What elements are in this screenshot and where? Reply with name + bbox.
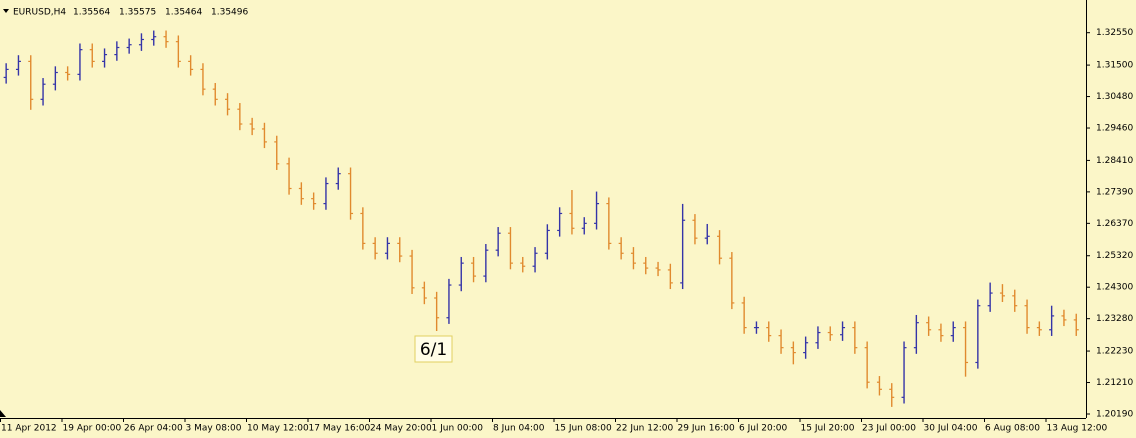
quote: 1.35564 1.35575 1.35464 1.35496 [73,8,248,18]
y-tick-label: 1.27390 [1096,187,1133,197]
y-tick-label: 1.20190 [1096,409,1133,419]
annotation-box [414,335,453,363]
plot-area [3,30,1079,407]
y-tick-label: 1.25320 [1096,251,1133,261]
x-tick-label: 6 Jul 20:00 [739,424,788,434]
quote-value: 1.35564 [73,8,110,18]
x-tick-label: 15 Jun 08:00 [555,424,612,434]
x-tick-label: 6 Aug 08:00 [985,424,1040,434]
y-tick-label: 1.31500 [1096,61,1133,71]
y-tick-label: 1.22230 [1096,347,1133,357]
y-tick-label: 1.28410 [1096,156,1133,166]
x-tick-label: 11 Apr 2012 [1,424,57,434]
quote-value: 1.35496 [211,8,248,18]
x-tick-label: 26 Apr 04:00 [124,424,183,434]
x-tick-label: 1 Jun 00:00 [432,424,484,434]
x-tick-label: 8 Jun 04:00 [493,424,545,434]
quote-value: 1.35464 [165,8,202,18]
y-tick-label: 1.23280 [1096,314,1133,324]
corner-marker [0,410,6,417]
y-tick-label: 1.30480 [1096,92,1133,102]
x-tick-label: 29 Jun 16:00 [678,424,735,434]
quote-value: 1.35575 [119,8,156,18]
x-tick-label: 13 Aug 12:00 [1047,424,1108,434]
x-tick-label: 22 Jun 12:00 [616,424,673,434]
y-tick-label: 1.24300 [1096,283,1133,293]
x-tick-label: 3 May 08:00 [186,424,242,434]
x-tick-label: 24 May 20:00 [370,424,432,434]
y-tick-label: 1.29460 [1096,124,1133,134]
x-tick-label: 17 May 16:00 [309,424,371,434]
x-tick-label: 30 Jul 04:00 [924,424,978,434]
x-tick-label: 19 Apr 00:00 [63,424,122,434]
symbol: EURUSD,H4 [13,8,66,18]
x-tick-label: 15 Jul 20:00 [801,424,855,434]
annotation: 6/1 [420,340,447,360]
y-tick-label: 1.26370 [1096,219,1133,229]
y-tick-label: 1.21210 [1096,378,1133,388]
y-tick-label: 1.32550 [1096,28,1133,38]
x-tick-label: 10 May 12:00 [247,424,309,434]
x-tick-label: 23 Jul 00:00 [862,424,916,434]
menu-arrow[interactable] [3,9,9,13]
